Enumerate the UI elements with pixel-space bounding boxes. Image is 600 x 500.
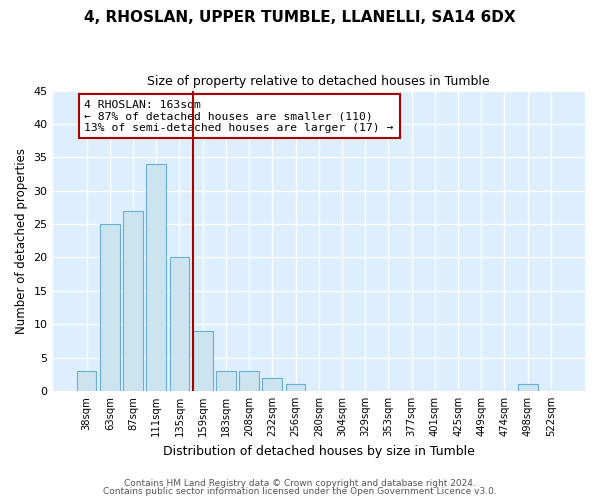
Y-axis label: Number of detached properties: Number of detached properties xyxy=(15,148,28,334)
Bar xyxy=(77,371,97,391)
X-axis label: Distribution of detached houses by size in Tumble: Distribution of detached houses by size … xyxy=(163,444,475,458)
Bar xyxy=(193,331,212,391)
Text: Contains public sector information licensed under the Open Government Licence v3: Contains public sector information licen… xyxy=(103,487,497,496)
Bar xyxy=(262,378,282,391)
Bar xyxy=(146,164,166,391)
Bar xyxy=(170,258,190,391)
Text: 4 RHOSLAN: 163sqm
← 87% of detached houses are smaller (110)
13% of semi-detache: 4 RHOSLAN: 163sqm ← 87% of detached hous… xyxy=(85,100,394,133)
Bar xyxy=(100,224,119,391)
Bar xyxy=(216,371,236,391)
Text: Contains HM Land Registry data © Crown copyright and database right 2024.: Contains HM Land Registry data © Crown c… xyxy=(124,478,476,488)
Bar xyxy=(518,384,538,391)
Bar xyxy=(123,210,143,391)
Bar xyxy=(239,371,259,391)
Title: Size of property relative to detached houses in Tumble: Size of property relative to detached ho… xyxy=(148,75,490,88)
Bar xyxy=(286,384,305,391)
Text: 4, RHOSLAN, UPPER TUMBLE, LLANELLI, SA14 6DX: 4, RHOSLAN, UPPER TUMBLE, LLANELLI, SA14… xyxy=(84,10,516,25)
